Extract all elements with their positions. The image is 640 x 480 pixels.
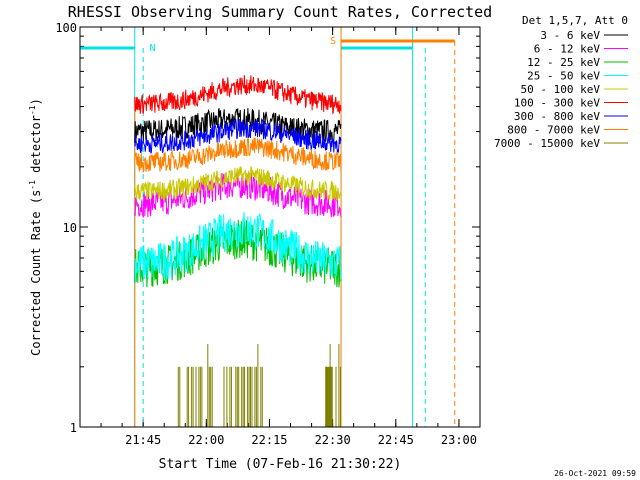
x-tick-label: 22:00 [188, 433, 224, 447]
series-line [134, 108, 342, 144]
x-tick-label: 22:15 [251, 433, 287, 447]
legend-label: 12 - 25 keV [527, 56, 600, 69]
series-line [177, 344, 341, 427]
series-line [134, 117, 342, 154]
y-tick-label: 1 [70, 421, 77, 435]
legend-label: 3 - 6 keV [540, 29, 600, 42]
legend-label: 7000 - 15000 keV [494, 137, 600, 150]
legend-label: 300 - 800 keV [514, 110, 600, 123]
y-tick-label: 100 [55, 21, 77, 35]
series-line [134, 75, 342, 115]
legend-header: Det 1,5,7, Att 0 [522, 14, 628, 27]
night-marker-label: N [149, 43, 155, 54]
x-tick-label: 23:00 [441, 433, 477, 447]
y-tick-label: 10 [63, 221, 77, 235]
legend-label: 100 - 300 keV [514, 97, 600, 110]
x-tick-label: 22:45 [378, 433, 414, 447]
y-axis-label: Corrected Count Rate (s-1 detector-1) [28, 98, 43, 356]
legend-label: 6 - 12 keV [534, 43, 601, 56]
x-axis-label: Start Time (07-Feb-16 21:30:22) [159, 457, 402, 472]
timestamp: 26-Oct-2021 09:59 [554, 469, 636, 478]
legend-label: 50 - 100 keV [521, 83, 601, 96]
series-line [134, 212, 342, 284]
plot-frame [79, 26, 481, 428]
legend-label: 25 - 50 keV [527, 70, 600, 83]
x-tick-label: 21:45 [125, 433, 161, 447]
x-tick-label: 22:30 [315, 433, 351, 447]
series-line [134, 166, 342, 202]
chart-title: RHESSI Observing Summary Count Rates, Co… [68, 3, 492, 21]
series-line [134, 137, 342, 174]
plot-area: 1 10 100 21:45 22:00 22:15 22:30 22:45 23:00 N S [55, 21, 481, 447]
saa-marker-label: S [330, 36, 336, 47]
legend-label: 800 - 7000 keV [507, 124, 600, 137]
